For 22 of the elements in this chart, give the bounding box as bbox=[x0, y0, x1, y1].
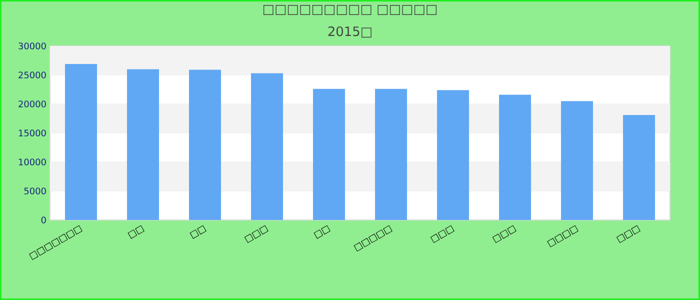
bar bbox=[623, 115, 656, 220]
y-tick-label: 20000 bbox=[18, 100, 46, 108]
y-tick-label: 0 bbox=[41, 216, 46, 224]
bar bbox=[313, 88, 346, 220]
bar bbox=[127, 69, 160, 220]
x-tick-label: □□ bbox=[314, 225, 330, 239]
chart-subtitle: 2015□ bbox=[328, 26, 372, 38]
bar bbox=[437, 90, 470, 220]
y-tick-label: 25000 bbox=[18, 72, 46, 78]
x-tick-label: □□ bbox=[190, 225, 206, 239]
bar bbox=[251, 73, 284, 220]
y-tick-label: 15000 bbox=[18, 130, 46, 136]
y-tick-label: 5000 bbox=[24, 188, 46, 194]
y-tick-label: 10000 bbox=[18, 158, 46, 166]
bar bbox=[189, 70, 222, 220]
x-tick-label: □□ bbox=[128, 225, 144, 239]
bar bbox=[65, 64, 98, 220]
y-tick-label: 30000 bbox=[18, 42, 46, 50]
bar bbox=[499, 94, 532, 220]
chart-title: □□□□□□□□□ □□□□□ bbox=[263, 5, 437, 15]
bar bbox=[375, 88, 408, 220]
bar bbox=[561, 101, 594, 220]
